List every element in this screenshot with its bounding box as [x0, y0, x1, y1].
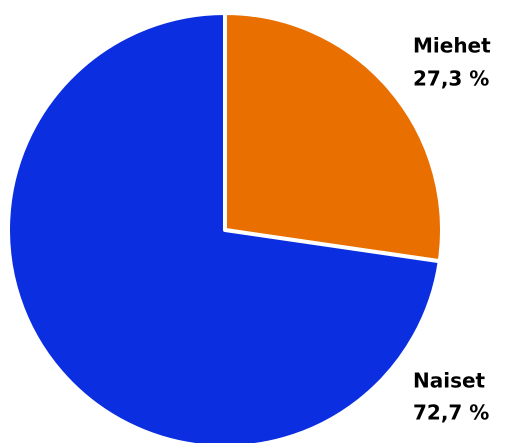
slice-label: Naiset: [413, 369, 486, 393]
slice-label: Miehet: [413, 34, 491, 58]
slice-value-label: 27,3 %: [413, 67, 489, 91]
pie-slice: [6, 11, 442, 443]
pie-slice: [223, 11, 444, 264]
slice-value-label: 72,7 %: [413, 401, 489, 425]
